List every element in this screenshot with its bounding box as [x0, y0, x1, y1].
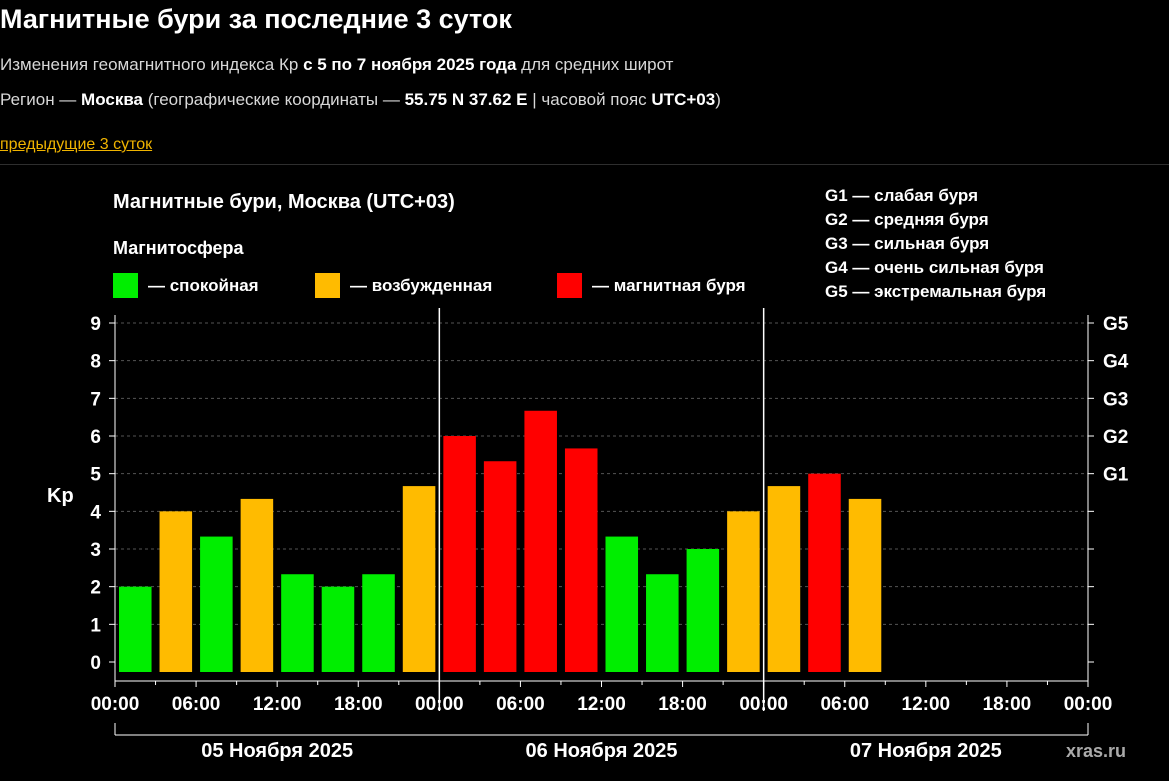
- page-title: Магнитные бури за последние 3 суток: [0, 4, 512, 34]
- y-tick-label: 0: [90, 653, 101, 674]
- x-tick-label: 12:00: [902, 694, 951, 715]
- kp-bar: [727, 511, 760, 672]
- region-timezone: UTC+03: [651, 90, 716, 109]
- kp-bar: [767, 486, 801, 672]
- y-tick-label: 1: [90, 615, 101, 636]
- period-suffix: для средних широт: [516, 55, 674, 74]
- x-tick-label: 18:00: [983, 694, 1032, 715]
- kp-bar: [564, 448, 598, 672]
- legend-label-excited: — возбужденная: [350, 276, 492, 295]
- x-tick-label: 00:00: [1064, 694, 1113, 715]
- y-tick-label: 7: [90, 389, 101, 410]
- y-tick-label: 3: [90, 540, 101, 561]
- kp-bar: [321, 586, 355, 672]
- x-tick-label: 00:00: [91, 694, 140, 715]
- kp-bar: [443, 436, 476, 672]
- region-coords: 55.75 N 37.62 E: [404, 90, 528, 109]
- x-tick-label: 00:00: [739, 694, 788, 715]
- region-description: Регион — Москва (географические координа…: [0, 90, 721, 110]
- legend-label-storm: — магнитная буря: [592, 276, 746, 295]
- y-tick-label: 4: [90, 502, 101, 523]
- legend-swatch-storm: [557, 273, 582, 298]
- x-tick-label: 06:00: [820, 694, 869, 715]
- y-tick-label: 8: [90, 352, 101, 373]
- kp-bar: [605, 536, 639, 672]
- kp-bar: [646, 574, 679, 672]
- kp-bar: [362, 574, 395, 672]
- g-scale-legend-item: G4 — очень сильная буря: [825, 258, 1044, 277]
- legend-swatch-excited: [315, 273, 340, 298]
- x-tick-label: 06:00: [496, 694, 545, 715]
- y-tick-label: 5: [90, 465, 101, 486]
- day-label: 05 Ноября 2025: [201, 740, 353, 762]
- x-tick-label: 18:00: [334, 694, 383, 715]
- kp-bar-chart: Магнитные бури, Москва (UTC+03) Магнитосф…: [47, 186, 1129, 762]
- day-label: 07 Ноября 2025: [850, 740, 1002, 762]
- y-tick-label: 9: [90, 314, 101, 335]
- kp-bar: [686, 549, 720, 672]
- period-description: Изменения геомагнитного индекса Кр с 5 п…: [0, 55, 673, 75]
- g-level-label: G4: [1103, 352, 1129, 373]
- period-prefix: Изменения геомагнитного индекса Кр: [0, 55, 304, 74]
- header-divider: [0, 164, 1169, 165]
- kp-bar: [483, 461, 517, 672]
- legend-title: Магнитосфера: [113, 238, 245, 258]
- kp-bar: [119, 586, 152, 672]
- region-prefix: Регион —: [0, 90, 82, 109]
- kp-bar: [240, 498, 274, 672]
- watermark: xras.ru: [1066, 741, 1126, 761]
- g-level-label: G1: [1103, 465, 1129, 486]
- kp-bar: [402, 486, 436, 672]
- x-tick-label: 18:00: [658, 694, 707, 715]
- x-tick-label: 06:00: [172, 694, 221, 715]
- region-city: Москва: [81, 90, 144, 109]
- y-tick-label: 2: [90, 578, 101, 599]
- region-suffix: ): [715, 90, 721, 109]
- g-level-label: G2: [1103, 427, 1128, 448]
- g-level-label: G5: [1103, 314, 1129, 335]
- kp-bar: [281, 574, 314, 672]
- g-scale-legend-item: G5 — экстремальная буря: [825, 282, 1046, 301]
- g-scale-legend-item: G2 — средняя буря: [825, 210, 989, 229]
- kp-bar: [159, 511, 193, 672]
- kp-bar: [200, 536, 233, 672]
- region-coords-label: (географические координаты —: [143, 90, 405, 109]
- legend-swatch-quiet: [113, 273, 138, 298]
- y-axis-label: Kp: [47, 485, 74, 507]
- y-tick-label: 6: [90, 427, 101, 448]
- chart-title: Магнитные бури, Москва (UTC+03): [113, 191, 455, 213]
- day-label: 06 Ноября 2025: [526, 740, 678, 762]
- x-tick-label: 00:00: [415, 694, 464, 715]
- x-tick-label: 12:00: [253, 694, 302, 715]
- kp-bar: [524, 410, 557, 672]
- period-dates: с 5 по 7 ноября 2025 года: [303, 55, 517, 74]
- previous-3-days-link[interactable]: предыдущие 3 суток: [0, 136, 153, 153]
- kp-bar: [808, 473, 841, 672]
- legend-label-quiet: — спокойная: [148, 276, 259, 295]
- x-tick-label: 12:00: [577, 694, 626, 715]
- kp-bar: [848, 498, 882, 672]
- g-scale-legend-item: G3 — сильная буря: [825, 234, 989, 253]
- region-tz-label: | часовой пояс: [527, 90, 652, 109]
- g-level-label: G3: [1103, 389, 1128, 410]
- g-scale-legend-item: G1 — слабая буря: [825, 186, 978, 205]
